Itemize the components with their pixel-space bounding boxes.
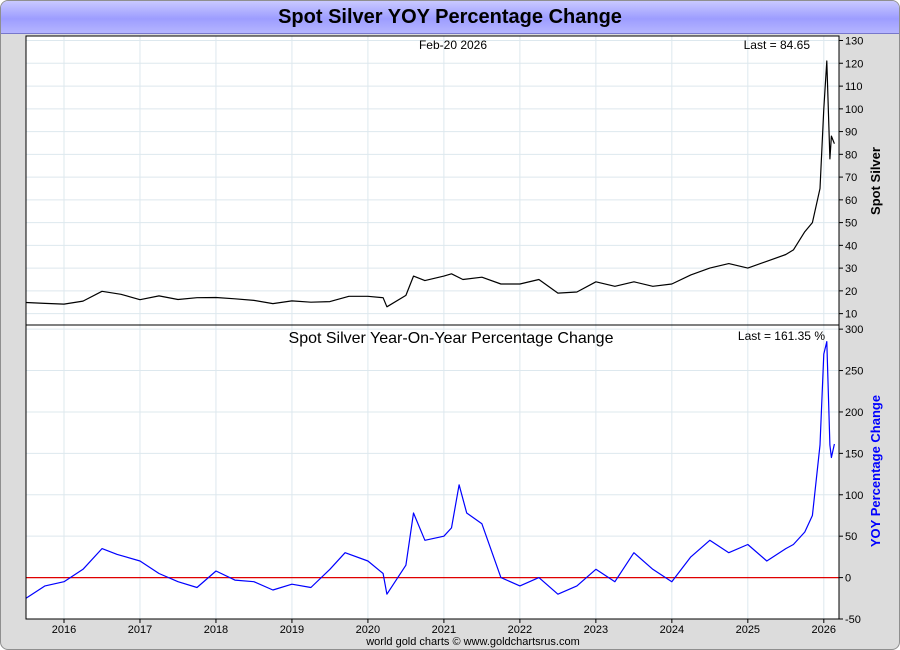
xtick-label: 2026 <box>812 624 836 636</box>
xtick-label: 2024 <box>660 624 684 636</box>
panel1-ytick-label: 60 <box>845 195 857 207</box>
chart-title: Spot Silver YOY Percentage Change <box>278 6 622 28</box>
panel1-ytick-label: 20 <box>845 286 857 298</box>
title-bar: Spot Silver YOY Percentage Change <box>1 1 899 34</box>
panel2-ytick-label: 50 <box>845 531 857 543</box>
xtick-label: 2017 <box>128 624 152 636</box>
plot-background <box>26 36 839 619</box>
panel1-ytick-label: 30 <box>845 263 857 275</box>
xtick-label: 2021 <box>432 624 456 636</box>
panel1-series-line <box>25 60 835 308</box>
panel1-ytick-label: 50 <box>845 218 857 230</box>
panel2-ytick-label: 200 <box>845 407 863 419</box>
panel2-ytick-label: 150 <box>845 448 863 460</box>
xtick-label: 2019 <box>280 624 304 636</box>
panel2-ytick-label: 100 <box>845 490 863 502</box>
panel2-last-label: Last = 161.35 % <box>738 329 825 343</box>
panel1-ytick-label: 100 <box>845 104 863 116</box>
panel1-ytick-label: 10 <box>845 309 857 321</box>
panel1-ytick-label: 130 <box>845 36 863 48</box>
panel2-ytick-label: -50 <box>845 614 861 626</box>
xtick-label: 2025 <box>736 624 760 636</box>
xtick-label: 2016 <box>52 624 76 636</box>
panel2-title: Spot Silver Year-On-Year Percentage Chan… <box>289 330 614 347</box>
panel2-border <box>25 324 840 620</box>
panel2-ylabel: YOY Percentage Change <box>868 395 883 547</box>
panel1-ytick-label: 40 <box>845 240 857 252</box>
xtick-label: 2018 <box>204 624 228 636</box>
date-label: Feb-20 2026 <box>419 38 487 52</box>
panel2-series-line <box>25 341 835 599</box>
xtick-label: 2022 <box>508 624 532 636</box>
panel1-ytick-label: 110 <box>845 81 863 93</box>
footer-credit: world gold charts © www.goldchartsrus.co… <box>365 636 580 648</box>
panel1-ytick-label: 70 <box>845 172 857 184</box>
panel2-ytick-label: 0 <box>845 573 851 585</box>
xtick-label: 2023 <box>584 624 608 636</box>
panel1-ytick-label: 120 <box>845 58 863 70</box>
panel1-ytick-label: 80 <box>845 149 857 161</box>
panel1-last-label: Last = 84.65 <box>744 38 811 52</box>
xtick-label: 2020 <box>356 624 380 636</box>
panel2-ytick-label: 250 <box>845 366 863 378</box>
panel1-ytick-label: 90 <box>845 127 857 139</box>
panel2-ytick-label: 300 <box>845 324 863 336</box>
panel1-ylabel: Spot Silver <box>868 147 883 215</box>
